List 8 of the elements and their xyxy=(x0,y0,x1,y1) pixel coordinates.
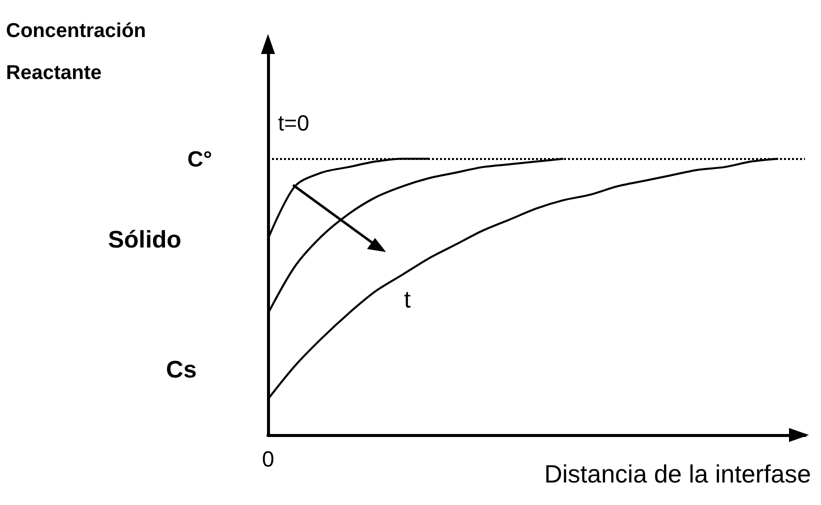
text: Cs xyxy=(166,356,197,384)
text: Concentración Reactante xyxy=(6,20,146,84)
x-axis-title: Distancia de la interfase xyxy=(544,460,812,488)
text: t=0 xyxy=(278,110,310,136)
annotation: t xyxy=(404,286,411,314)
text: 0 xyxy=(262,446,274,472)
text: Sólido xyxy=(108,226,182,254)
ref-line-label: C° xyxy=(187,146,212,172)
